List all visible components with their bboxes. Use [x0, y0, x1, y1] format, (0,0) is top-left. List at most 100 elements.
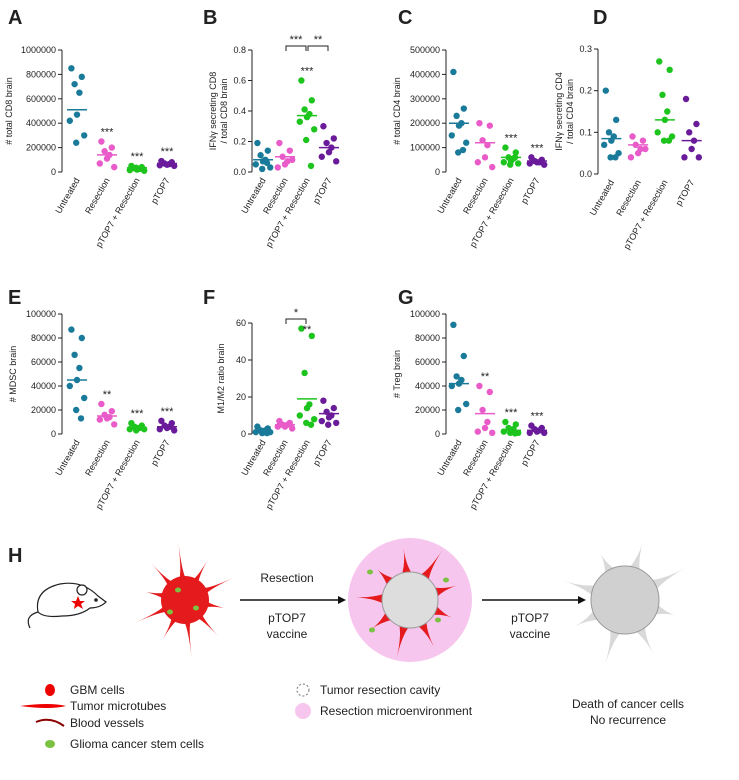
step-label: vaccine: [267, 627, 308, 641]
legend-icon: [45, 740, 55, 748]
y-tick-label: 800000: [26, 69, 56, 79]
x-tick-label: Untreated: [53, 176, 81, 215]
y-tick-label: 80000: [31, 333, 56, 343]
data-point: [460, 352, 467, 360]
data-point: [654, 129, 661, 136]
data-point: [512, 149, 519, 156]
tumor: [135, 542, 235, 658]
legend-icon: [295, 703, 311, 719]
data-point: [78, 334, 86, 342]
y-tick-label: 40: [236, 355, 246, 365]
data-point: [489, 163, 496, 171]
data-point: [481, 424, 489, 432]
data-point: [476, 382, 483, 390]
x-tick-label: pTOP7: [519, 438, 542, 468]
data-point: [484, 141, 491, 149]
data-point: [311, 126, 318, 133]
data-point: [103, 415, 111, 422]
data-point: [289, 156, 296, 163]
data-point: [688, 145, 695, 153]
tumor-icon: [71, 596, 85, 609]
legend-icon: [20, 704, 66, 708]
x-tick-label: Untreated: [435, 176, 463, 215]
stem-cell: [443, 577, 449, 583]
data-point: [484, 418, 491, 426]
data-point: [660, 137, 668, 144]
data-point: [81, 132, 88, 139]
data-point: [515, 160, 522, 167]
y-tick-label: 60: [236, 318, 246, 328]
y-axis-label: IFNγ secreting CD4: [554, 72, 564, 151]
data-point: [78, 73, 86, 81]
y-tick-label: 0.0: [233, 167, 246, 177]
data-point: [526, 160, 533, 167]
data-point: [68, 65, 75, 72]
data-point: [158, 417, 165, 424]
bracket-label: *: [294, 307, 299, 319]
data-point: [507, 429, 514, 436]
cavity: [590, 565, 660, 635]
bracket-label: ***: [290, 34, 304, 46]
significance: **: [103, 389, 112, 401]
x-tick-label: pTOP7: [149, 176, 172, 206]
data-point: [463, 400, 470, 408]
y-tick-label: 100000: [410, 309, 440, 319]
legend-label: Blood vessels: [70, 716, 144, 730]
data-point: [474, 159, 481, 166]
y-tick-label: 0.6: [233, 76, 246, 86]
data-point: [455, 406, 462, 414]
y-tick-label: 0.3: [579, 44, 592, 54]
y-axis-label: IFNγ secreting CD8: [208, 72, 218, 151]
data-point: [71, 80, 78, 88]
stem-cell: [367, 569, 373, 575]
legend-icon: [35, 718, 65, 727]
data-point: [325, 148, 333, 156]
data-point: [526, 429, 533, 436]
y-tick-label: 500000: [410, 45, 440, 55]
data-point: [73, 111, 81, 118]
bracket: [285, 45, 307, 51]
data-point: [103, 155, 111, 162]
data-point: [533, 159, 541, 166]
data-point: [257, 152, 264, 159]
step-label: Resection: [260, 571, 313, 585]
data-point: [627, 154, 635, 161]
y-tick-label: 80000: [415, 333, 440, 343]
significance: ***: [505, 133, 519, 145]
data-point: [481, 154, 489, 161]
x-tick-label: Untreated: [435, 438, 463, 477]
data-point: [330, 135, 337, 142]
data-point: [507, 161, 514, 168]
x-tick-label: pTOP7: [311, 176, 334, 206]
data-point: [263, 159, 271, 167]
y-tick-label: 60000: [415, 357, 440, 367]
y-tick-label: 0.8: [233, 45, 246, 55]
significance: ***: [531, 411, 545, 423]
x-tick-label: pTOP7: [674, 178, 697, 208]
y-tick-label: 1000000: [21, 45, 56, 55]
data-point: [500, 159, 507, 166]
data-point: [108, 144, 116, 151]
y-axis-label: # total CD8 brain: [4, 77, 14, 145]
data-point: [459, 146, 467, 154]
y-tick-label: 0: [435, 429, 440, 439]
resection-cavity: [381, 571, 439, 629]
bracket: [285, 318, 307, 324]
data-point: [298, 325, 305, 332]
data-point: [77, 415, 85, 422]
x-tick-label: Resection: [461, 176, 490, 216]
data-point: [629, 133, 636, 140]
x-tick-label: Untreated: [53, 438, 81, 477]
data-point: [281, 161, 289, 168]
data-point: [460, 105, 467, 112]
data-point: [71, 351, 78, 358]
data-point: [252, 428, 259, 436]
outcome: Death of cancer cells: [572, 697, 684, 711]
x-tick-label: Untreated: [588, 178, 616, 217]
y-tick-label: 100000: [410, 143, 440, 153]
arrow-head: [578, 596, 586, 604]
data-point: [171, 427, 178, 434]
data-point: [276, 139, 283, 147]
data-point: [307, 162, 315, 170]
data-point: [634, 149, 642, 157]
